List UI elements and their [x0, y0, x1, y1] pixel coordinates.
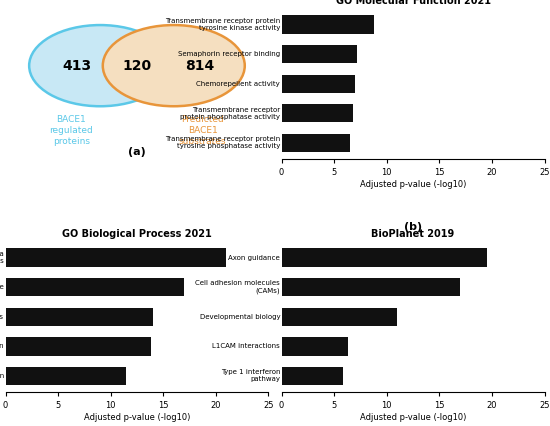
Title: BioPlanet 2019: BioPlanet 2019 [371, 229, 455, 239]
Text: BACE1
regulated
proteins: BACE1 regulated proteins [50, 115, 93, 147]
Bar [282, 308, 397, 326]
X-axis label: Adjusted p-value (-log10): Adjusted p-value (-log10) [360, 180, 466, 189]
Text: (a): (a) [128, 147, 146, 157]
Bar [6, 337, 151, 356]
Bar [6, 367, 126, 385]
X-axis label: Adjusted p-value (-log10): Adjusted p-value (-log10) [360, 413, 466, 422]
Circle shape [103, 25, 245, 106]
Bar [6, 278, 184, 296]
Bar [6, 248, 227, 267]
Bar [282, 45, 358, 63]
Text: (b): (b) [404, 222, 422, 232]
Text: 413: 413 [62, 59, 91, 73]
Bar [282, 75, 355, 93]
Text: 120: 120 [123, 59, 152, 73]
Bar [282, 367, 343, 385]
Bar [282, 278, 460, 296]
Text: 814: 814 [185, 59, 215, 73]
Bar [282, 134, 350, 152]
Bar [282, 337, 348, 356]
Bar [282, 248, 487, 267]
X-axis label: Adjusted p-value (-log10): Adjusted p-value (-log10) [84, 413, 190, 422]
Bar [6, 308, 153, 326]
Bar [282, 104, 353, 122]
Title: GO Biological Process 2021: GO Biological Process 2021 [62, 229, 212, 239]
Text: Predicted
BACE1
substrates: Predicted BACE1 substrates [179, 115, 227, 147]
Circle shape [29, 25, 171, 106]
Bar [282, 15, 374, 34]
Title: GO Molecular Function 2021: GO Molecular Function 2021 [336, 0, 491, 6]
